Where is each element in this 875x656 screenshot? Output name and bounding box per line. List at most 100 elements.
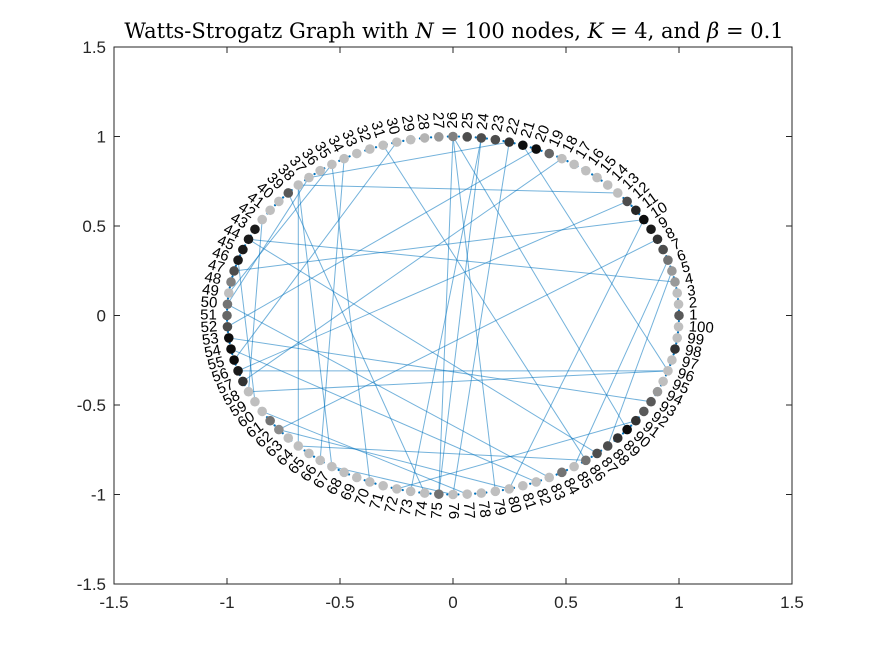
node-label: 71 — [366, 491, 387, 512]
node-label: 57 — [215, 376, 237, 398]
graph-node — [365, 477, 375, 487]
node-label: 45 — [215, 232, 237, 254]
graph-node — [223, 333, 234, 343]
graph-node — [315, 165, 325, 176]
node-label: 2 — [688, 294, 697, 311]
node-label: 68 — [323, 475, 346, 498]
node-label: 20 — [532, 123, 554, 145]
graph-edge — [248, 370, 668, 393]
graph-node — [378, 140, 388, 151]
graph-edge — [319, 158, 345, 461]
graph-node — [434, 489, 444, 499]
graph-node — [257, 214, 267, 225]
graph-edge — [234, 219, 644, 272]
graph-edge — [308, 141, 510, 179]
graph-node — [405, 134, 416, 145]
graph-node — [622, 196, 632, 207]
graph-node — [238, 244, 248, 255]
y-tick-label: 0 — [97, 307, 106, 326]
graph-node — [339, 467, 349, 478]
graph-node — [243, 234, 254, 245]
chart-title: Watts-Strogatz Graph with N = 100 nodes,… — [124, 19, 783, 43]
graph-edge — [233, 141, 398, 361]
node-label: 50 — [200, 294, 218, 312]
graph-node — [476, 133, 487, 143]
node-label: 42 — [235, 199, 258, 222]
graph-node — [265, 415, 275, 426]
graph-node — [327, 159, 337, 170]
graph-node — [569, 461, 579, 472]
node-label: 29 — [398, 114, 418, 134]
graph-edge — [298, 445, 586, 461]
graph-node — [250, 224, 260, 235]
graph-node — [448, 489, 458, 500]
node-label: 58 — [220, 387, 242, 409]
graph-node — [672, 288, 683, 298]
graph-edge — [297, 184, 333, 467]
node-label: 85 — [573, 469, 596, 492]
node-label: 75 — [428, 502, 446, 520]
graph-node — [531, 477, 541, 487]
graph-node — [602, 180, 613, 190]
graph-node — [233, 366, 243, 376]
graph-node — [581, 455, 591, 466]
graph-node — [672, 333, 683, 343]
graph-node — [557, 467, 567, 478]
graph-edge — [298, 184, 618, 194]
node-label: 35 — [311, 139, 334, 162]
node-label: 51 — [200, 306, 217, 323]
node-label: 72 — [381, 494, 402, 514]
graph-node — [658, 244, 668, 255]
graph-node — [293, 180, 304, 190]
graph-node — [673, 299, 684, 310]
node-label: 17 — [572, 139, 595, 162]
graph-nodes — [222, 131, 684, 500]
y-tick-label: -1 — [91, 486, 106, 505]
node-label: 76 — [445, 503, 462, 520]
graph-node — [339, 153, 349, 164]
node-label: 62 — [252, 428, 276, 452]
graph-node — [476, 488, 487, 498]
graph-node — [504, 484, 515, 494]
node-label: 33 — [338, 127, 360, 149]
y-tick-label: 0.5 — [82, 217, 106, 236]
node-label: 46 — [210, 244, 231, 265]
graph-node — [315, 455, 325, 466]
node-label: 23 — [488, 114, 508, 134]
node-label: 31 — [367, 119, 388, 140]
graph-node — [365, 144, 375, 154]
node-label: 15 — [597, 153, 621, 177]
graph-edge — [396, 420, 636, 490]
graph-node — [622, 424, 632, 435]
graph-edge — [242, 158, 563, 382]
x-tick-label: -0.5 — [325, 593, 354, 612]
graph-edge — [331, 466, 454, 495]
node-label: 25 — [459, 112, 477, 130]
node-label: 97 — [680, 353, 700, 374]
node-label: 81 — [518, 491, 539, 512]
graph-edge — [452, 142, 510, 495]
node-label: 100 — [688, 318, 714, 337]
node-label: 30 — [382, 116, 403, 136]
node-label: 83 — [546, 481, 568, 503]
node-label: 90 — [630, 428, 654, 452]
node-label: 91 — [639, 418, 662, 442]
x-tick-label: 0 — [448, 593, 457, 612]
node-label: 80 — [504, 494, 525, 514]
graph-node — [250, 396, 260, 407]
graph-node — [663, 366, 673, 376]
x-tick-label: 1 — [674, 593, 683, 612]
graph-node — [274, 196, 284, 207]
node-label: 37 — [286, 153, 310, 177]
graph-node — [223, 288, 234, 298]
node-label: 5 — [680, 258, 692, 277]
node-label: 79 — [489, 498, 509, 518]
graph-node — [673, 321, 684, 332]
node-label: 84 — [560, 475, 583, 498]
graph-node — [518, 140, 528, 151]
node-label: 28 — [413, 112, 432, 131]
graph-edge — [278, 429, 510, 490]
graph-node — [663, 255, 673, 265]
node-label: 32 — [353, 123, 375, 145]
